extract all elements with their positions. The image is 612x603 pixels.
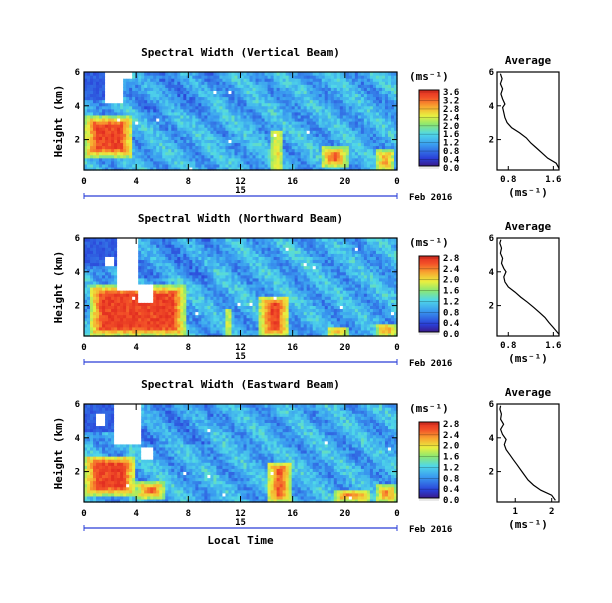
x-tick-label: 4 bbox=[133, 177, 139, 187]
avg-y-tick-label: 4 bbox=[489, 102, 495, 112]
x-tick-label: 0 bbox=[394, 177, 399, 187]
x-tick-label: 8 bbox=[186, 177, 191, 187]
colorbar: (ms⁻¹)0.00.40.81.21.62.02.42.83.23.6 bbox=[409, 70, 460, 174]
colorbar-gradient bbox=[419, 90, 439, 166]
panel-2: Spectral Width (Northward Beam)246Height… bbox=[52, 212, 561, 369]
x-tick-label: 20 bbox=[339, 177, 350, 187]
panel-1: Spectral Width (Vertical Beam) 2 4 6 Height … bbox=[52, 46, 561, 203]
average-title: Average bbox=[505, 54, 552, 67]
panel-title: Spectral Width (Vertical Beam) bbox=[141, 46, 340, 59]
heatmap bbox=[84, 72, 398, 171]
average-profile-line bbox=[500, 74, 559, 169]
panel-title: Spectral Width (Northward Beam) bbox=[138, 212, 343, 225]
avg-x-tick-label: 0.8 bbox=[500, 175, 516, 185]
average-panel: Average 2 4 6 0.8 1.6(ms⁻¹) bbox=[489, 54, 562, 199]
day-label: 15 bbox=[235, 186, 246, 196]
avg-x-axis-label: (ms⁻¹) bbox=[508, 186, 548, 199]
colorbar-tick-label: 3.6 bbox=[443, 88, 459, 98]
avg-y-tick-label: 2 bbox=[489, 136, 494, 146]
avg-x-tick-label: 1.6 bbox=[545, 175, 561, 185]
heatmap bbox=[84, 238, 398, 337]
avg-y-tick-label: 6 bbox=[489, 68, 494, 78]
x-tick-label: 16 bbox=[287, 177, 298, 187]
x-tick-label: 0 bbox=[81, 177, 86, 187]
y-tick-label: 6 bbox=[75, 68, 80, 78]
month-label: Feb 2016 bbox=[409, 193, 452, 203]
colorbar-unit: (ms⁻¹) bbox=[409, 70, 449, 83]
y-tick-label: 2 bbox=[75, 136, 80, 146]
y-tick-label: 4 bbox=[75, 102, 81, 112]
y-axis-label: Height (km) bbox=[52, 85, 65, 158]
